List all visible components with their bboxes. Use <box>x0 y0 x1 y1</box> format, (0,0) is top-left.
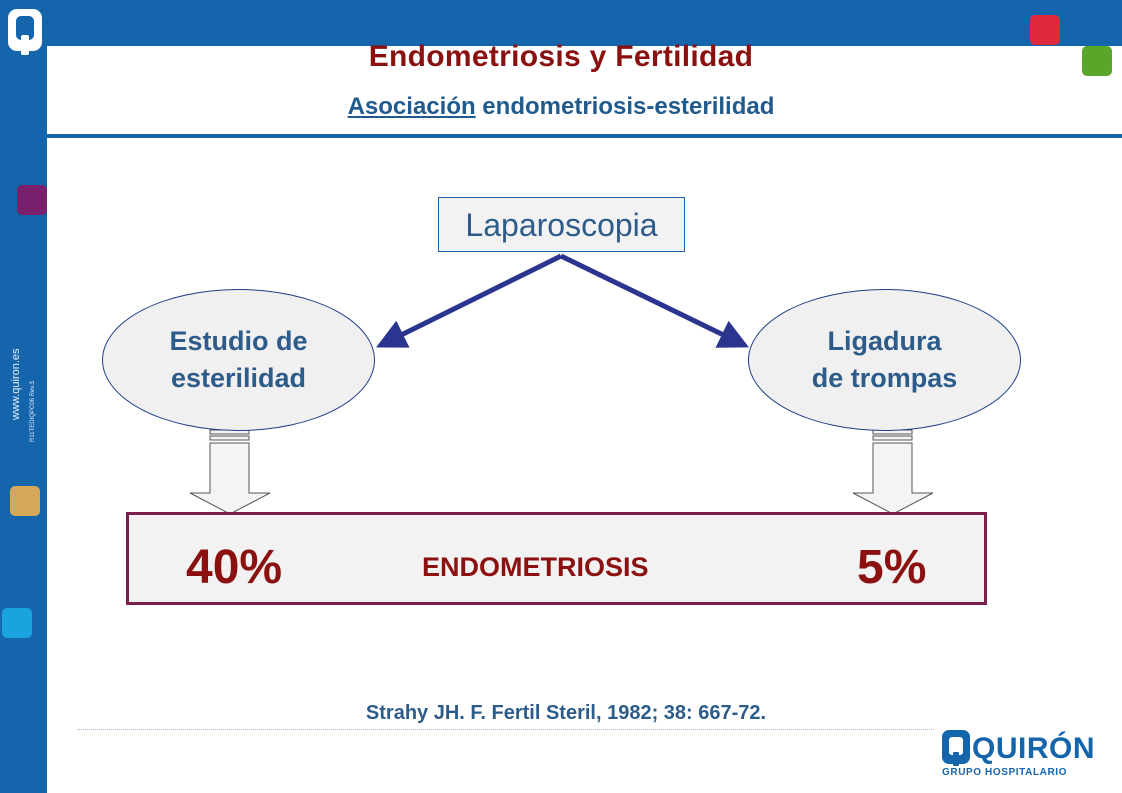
slide-subtitle: Asociación endometriosis-esterilidad <box>0 93 1122 121</box>
right-block-arrow <box>852 429 934 515</box>
arrow-to-right-node <box>559 253 749 348</box>
gold-square-decoration <box>10 486 40 516</box>
slide-title: Endometriosis y Fertilidad <box>368 40 754 73</box>
purple-square-decoration <box>17 185 47 215</box>
citation-divider <box>77 729 934 730</box>
green-square-decoration <box>1082 46 1112 76</box>
endometriosis-result-box <box>126 512 987 605</box>
brand-tagline: GRUPO HOSPITALARIO <box>942 767 1068 778</box>
top-frame-bar <box>0 0 1122 46</box>
laparoscopia-node: Laparoscopia <box>438 197 685 252</box>
right-percentage: 5% <box>857 541 927 594</box>
citation: Strahy JH. F. Fertil Steril, 1982; 38: 6… <box>365 702 767 724</box>
ligadura-line1: Ligadura <box>827 326 942 356</box>
left-percentage: 40% <box>186 541 283 594</box>
arrow-to-left-node <box>376 253 563 348</box>
ligadura-node: Ligadura de trompas <box>748 289 1021 431</box>
brand-name: QUIRÓN <box>972 732 1095 765</box>
left-frame-bar <box>0 0 47 793</box>
cyan-square-decoration <box>2 608 32 638</box>
red-square-decoration <box>1030 15 1060 45</box>
left-block-arrow <box>189 429 271 515</box>
header-divider <box>0 134 1122 138</box>
endometriosis-label: ENDOMETRIOSIS <box>422 552 649 582</box>
quiron-brand-logo-icon <box>942 730 970 766</box>
esterilidad-node: Estudio de esterilidad <box>102 289 375 431</box>
subtitle-rest: endometriosis-esterilidad <box>475 93 775 120</box>
quiron-q-logo-icon <box>8 9 42 55</box>
esterilidad-line2: esterilidad <box>170 363 307 393</box>
subtitle-underlined-word: Asociación <box>347 93 476 120</box>
esterilidad-line1: Estudio de <box>169 326 308 356</box>
ligadura-line2: de trompas <box>811 363 958 393</box>
